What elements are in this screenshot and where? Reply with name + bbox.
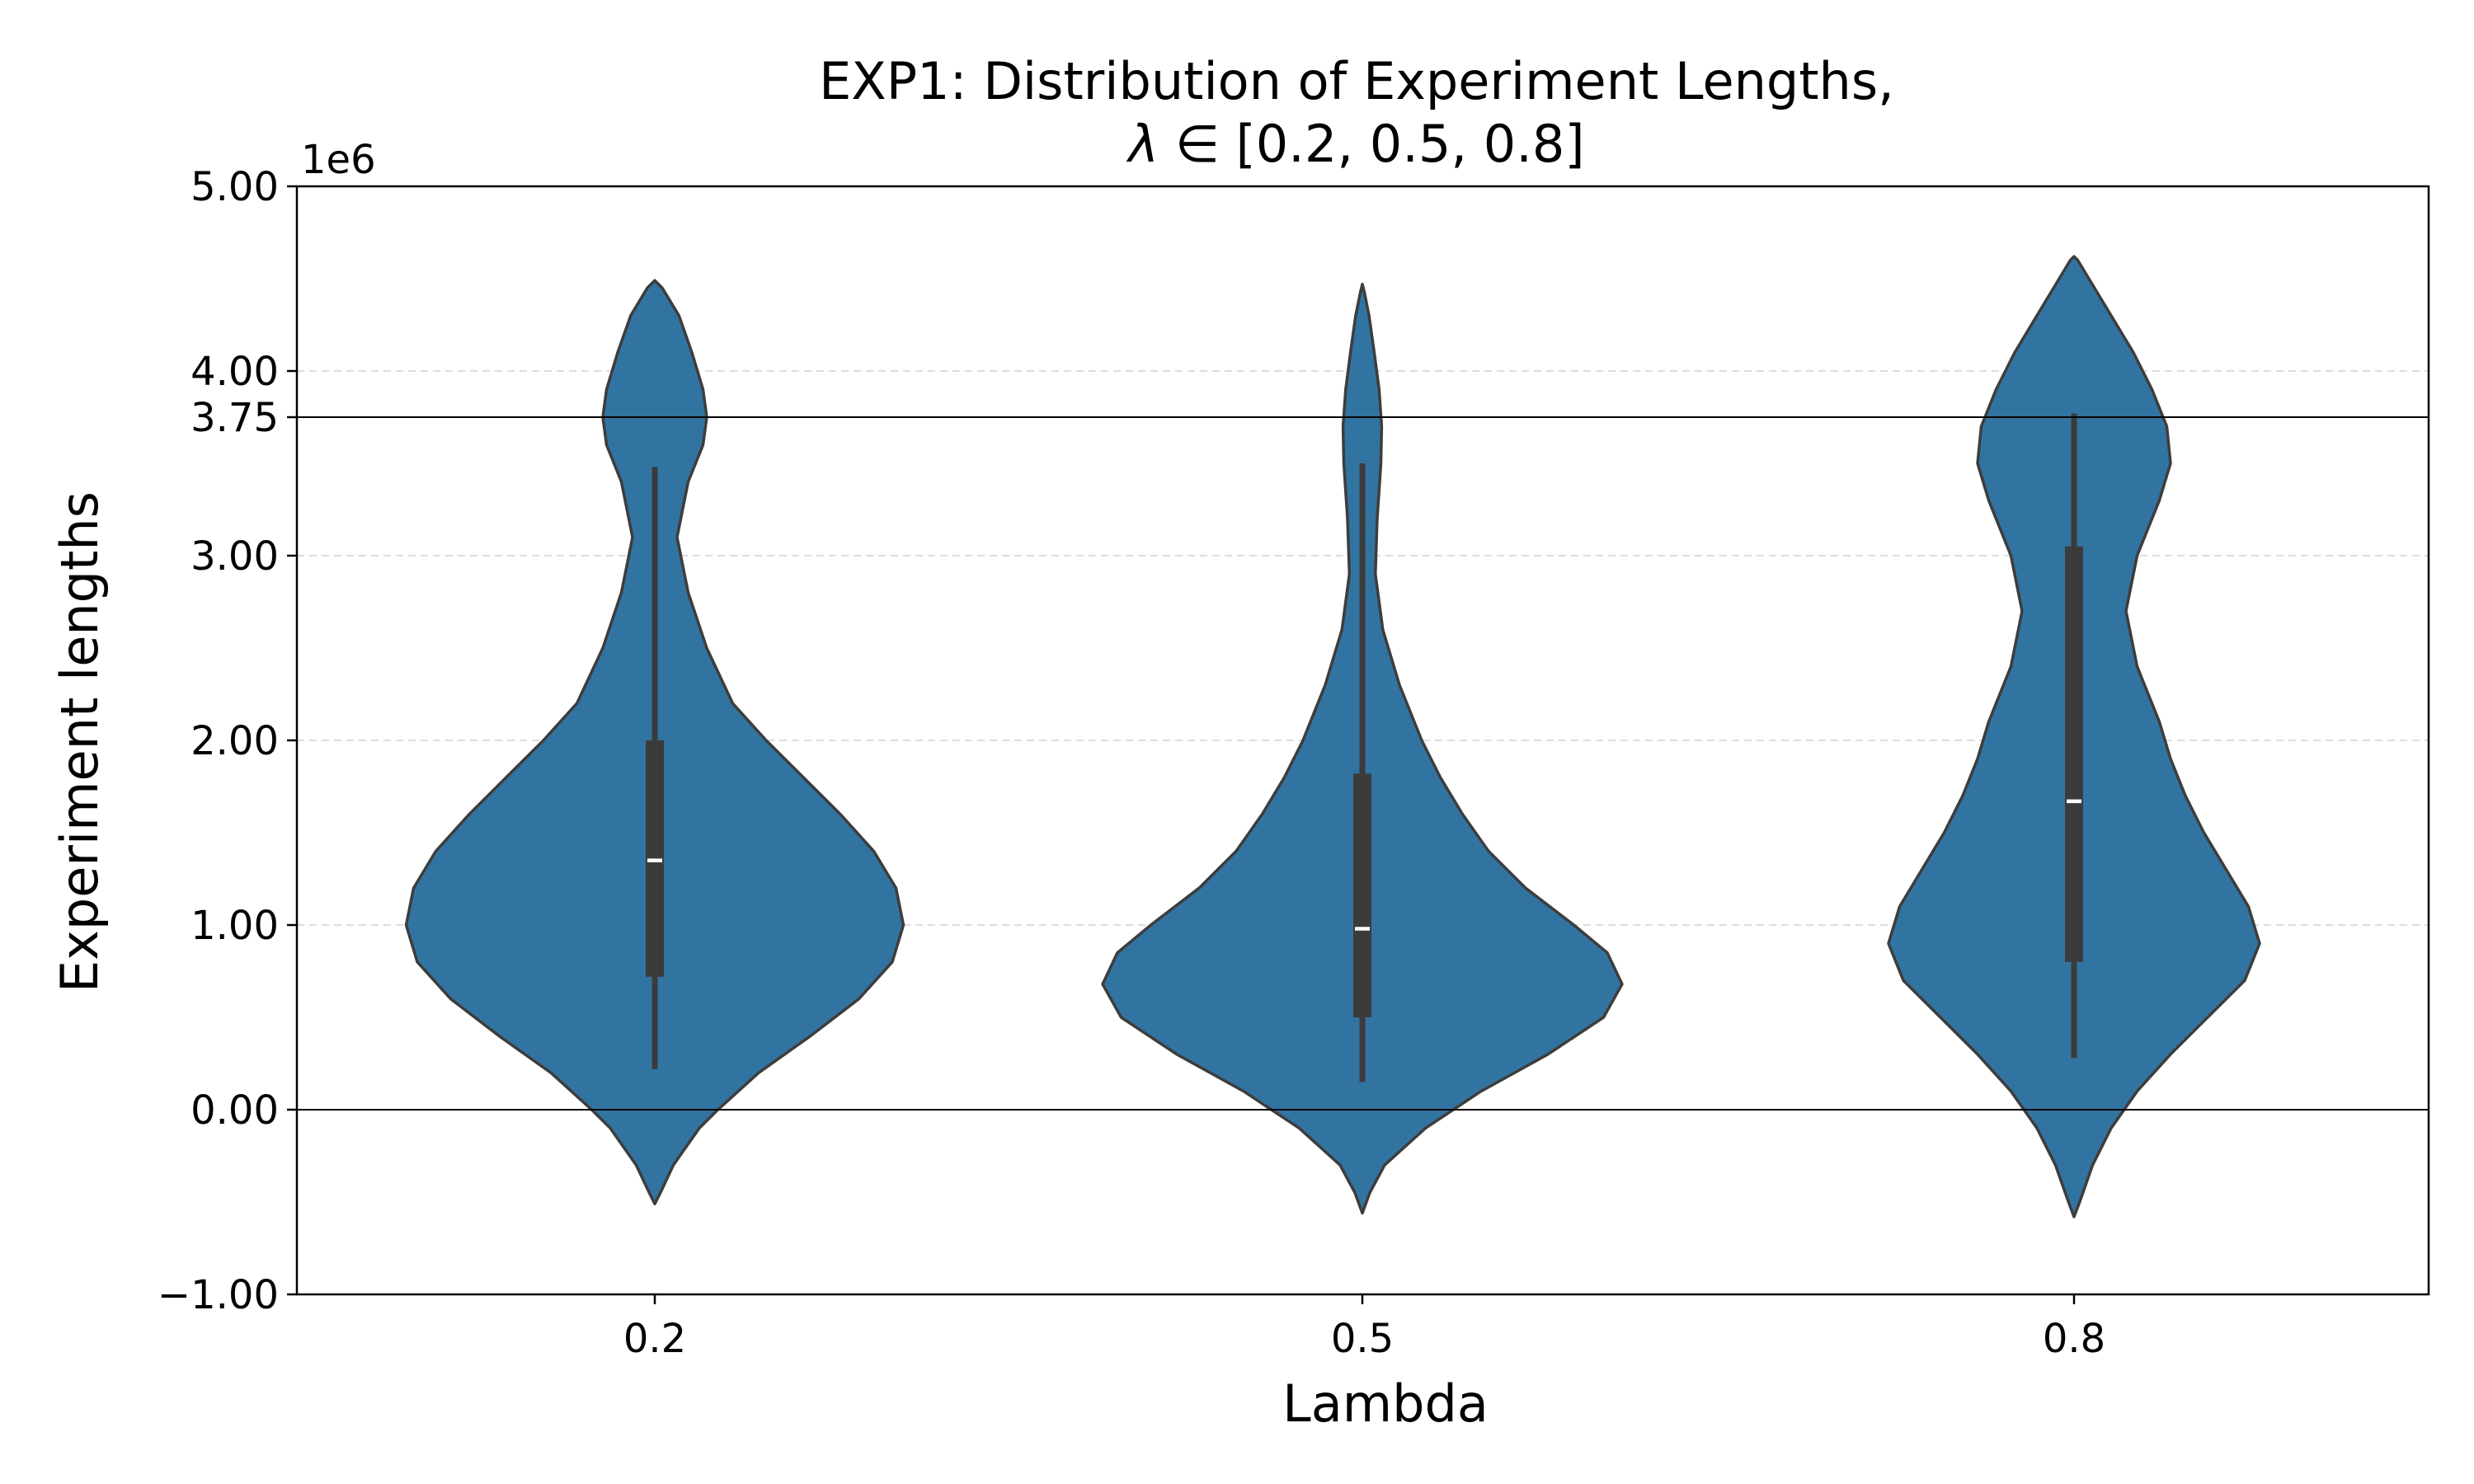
reference-lines bbox=[297, 416, 2429, 1111]
x-axis-title: Lambda bbox=[1282, 1374, 1489, 1434]
violin-0.5 bbox=[1101, 282, 1624, 1215]
x-tick-label: 0.5 bbox=[1331, 1316, 1394, 1362]
y-tick-label: 1.00 bbox=[190, 903, 279, 949]
y-tick-label: 3.00 bbox=[190, 533, 279, 580]
y-axis-title: Experiment lengths bbox=[49, 491, 110, 993]
x-tick-label: 0.2 bbox=[623, 1316, 686, 1362]
y-scale-label: 1e6 bbox=[301, 137, 376, 183]
y-tick-label: 2.00 bbox=[190, 718, 279, 764]
chart-title-line1: EXP1: Distribution of Experiment Lengths… bbox=[819, 51, 1894, 111]
violin-iqr-box bbox=[2065, 546, 2083, 962]
chart-title-line2: λ ∈ [0.2, 0.5, 0.8] bbox=[1126, 114, 1584, 174]
y-tick-label: 3.75 bbox=[190, 395, 279, 441]
violin-0.8 bbox=[1887, 255, 2261, 1219]
y-tick-label: 4.00 bbox=[190, 349, 279, 395]
y-axis: −1.00 0.00 1.00 2.00 3.00 3.754.00 5.00 bbox=[158, 164, 297, 1318]
x-axis: 0.2 0.5 0.8 bbox=[623, 1294, 2105, 1362]
y-tick-label: −1.00 bbox=[158, 1272, 279, 1318]
violin-0.2 bbox=[404, 279, 905, 1205]
y-tick-label: 0.00 bbox=[190, 1087, 279, 1134]
lambda-symbol: λ bbox=[1126, 114, 1159, 174]
x-tick-label: 0.8 bbox=[2043, 1316, 2105, 1362]
violin-iqr-box bbox=[1353, 773, 1371, 1017]
violins bbox=[404, 255, 2261, 1219]
title-line2-rest: ∈ [0.2, 0.5, 0.8] bbox=[1159, 114, 1584, 174]
y-tick-label: 5.00 bbox=[190, 164, 279, 210]
